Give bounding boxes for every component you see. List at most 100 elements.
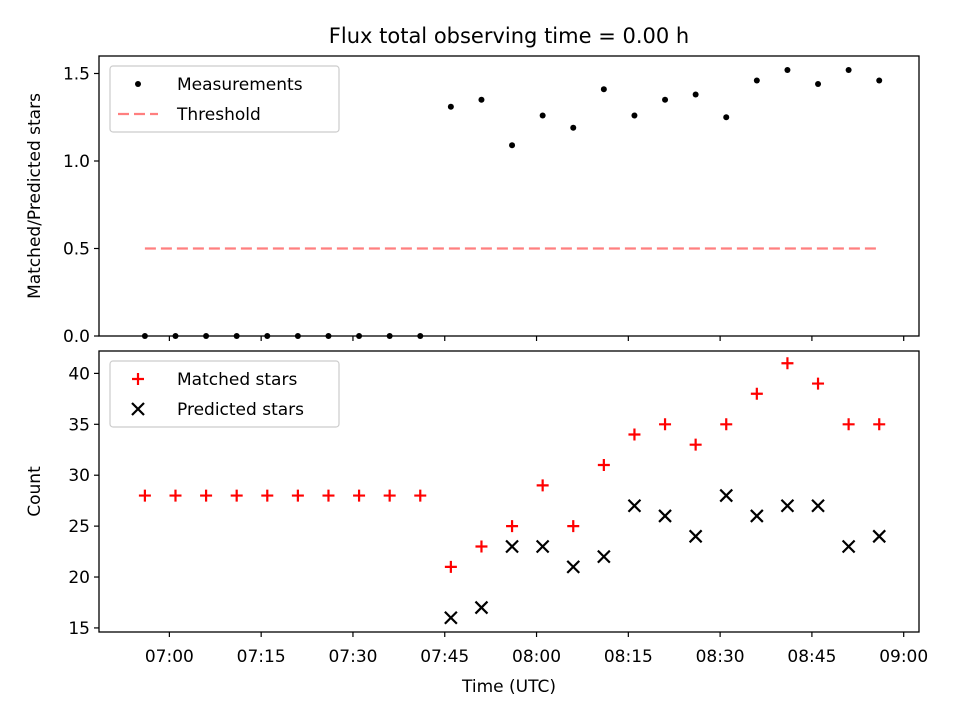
measurement-point [600,86,607,93]
matched-stars-point [169,489,182,502]
matched-stars-point [383,489,396,502]
legend-plus-marker [132,373,144,385]
predicted-stars-point [750,509,764,523]
legend-label: Measurements [177,75,303,95]
matched-stars-point [291,489,304,502]
panel-bottom: 15 20 25 30 35 40 07:00 07:15 07:30 07:45 08:00 08:… [25,350,928,697]
series-matched-stars [138,357,886,573]
measurement-point [294,333,301,339]
measurement-point [356,333,363,339]
measurement-point [723,114,730,121]
y-tick-label: 15 [68,619,90,639]
legend-label: Threshold [176,105,261,125]
predicted-stars-point [444,610,458,625]
y-tick-label: 35 [68,415,90,435]
legend-box [109,360,340,428]
measurement-point [386,333,393,339]
measurement-point [662,96,669,103]
measurement-point [478,96,485,103]
axes-frame [98,55,920,337]
measurement-point [509,142,516,149]
x-tick-label: 07:45 [420,647,469,667]
measurement-point [264,333,271,339]
x-tick-label: 08:45 [787,647,836,667]
matched-stars-point [567,520,580,533]
measurement-point [845,67,852,73]
matched-stars-point [842,418,855,431]
matched-stars-point [414,489,427,502]
measurement-point [141,333,148,339]
legend-box [109,65,340,133]
predicted-stars-point [658,509,672,523]
matched-stars-point [536,479,549,492]
matched-stars-point [322,489,335,502]
legend-x-marker [131,402,145,416]
measurement-point [325,333,332,339]
measurement-point [447,103,454,110]
measurement-point [539,112,546,119]
y-tick-label: 25 [68,517,90,537]
predicted-stars-point [566,560,581,574]
x-tick-label: 07:30 [328,647,377,667]
matched-stars-point [873,418,886,431]
x-tick-label: 08:30 [696,647,745,667]
predicted-stars-point [474,600,489,615]
predicted-stars-point [841,539,856,554]
x-tick-label: 08:00 [512,647,561,667]
matched-stars-point [628,428,641,441]
y-tick-label: 0.0 [63,327,90,347]
y-tick-label: 1.5 [63,65,90,85]
measurement-point [172,333,179,339]
y-axis-label: Count [25,466,45,517]
y-tick-label: 40 [68,364,90,384]
y-tick-label: 1.0 [63,152,90,172]
matched-stars-point [506,520,519,533]
y-tick-label: 0.5 [63,240,90,260]
predicted-stars-point [505,539,519,554]
x-axis-label: Time (UTC) [461,677,556,697]
predicted-stars-point [872,529,887,544]
measurement-point [876,77,883,84]
predicted-stars-point [719,488,734,503]
chart-title: Flux total observing time = 0.00 h [329,24,689,48]
matched-stars-point [720,418,733,431]
predicted-stars-point [811,498,825,513]
series-measurements [141,67,883,339]
predicted-stars-point [597,549,611,564]
matched-stars-point [812,377,825,390]
x-tick-label: 09:00 [879,647,928,667]
measurement-point [233,333,240,339]
matched-stars-point [659,418,672,431]
measurement-point [692,91,699,98]
legend-dot-marker [135,81,141,87]
matched-stars-point [230,489,243,502]
axes-frame [98,350,920,633]
matched-stars-point [444,560,457,573]
predicted-stars-point [535,539,550,554]
x-tick-label: 07:00 [145,647,194,667]
measurement-point [815,81,822,87]
panel-top: 0.0 0.5 1.0 1.5 Matched/Predicted stars Measu… [25,55,920,347]
measurement-point [570,124,577,131]
y-tick-label: 20 [68,568,90,588]
legend-label: Predicted stars [177,400,304,420]
legend: Measurements Threshold [109,65,340,133]
predicted-stars-point [688,529,703,544]
y-axis-label: Matched/Predicted stars [25,93,45,299]
measurement-point [631,112,638,119]
y-tick-label: 30 [68,466,90,486]
predicted-stars-point [780,498,795,513]
matched-stars-point [200,489,213,502]
matched-stars-point [138,489,151,502]
matched-stars-point [750,387,763,400]
legend-label: Matched stars [177,370,297,390]
matched-stars-point [781,357,794,370]
matched-stars-point [475,540,488,553]
matched-stars-point [261,489,274,502]
measurement-point [784,67,791,73]
matched-stars-point [597,459,610,472]
legend: Matched stars Predicted stars [109,360,340,428]
measurement-point [753,77,760,84]
x-tick-label: 07:15 [237,647,286,667]
